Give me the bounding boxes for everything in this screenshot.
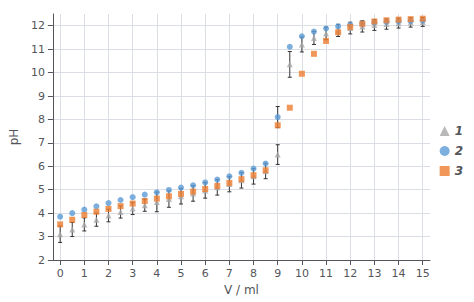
svg-text:3: 3 — [129, 267, 136, 280]
svg-text:11: 11 — [319, 267, 333, 280]
svg-text:8: 8 — [250, 267, 257, 280]
svg-text:V / ml: V / ml — [224, 283, 259, 297]
svg-text:12: 12 — [343, 267, 357, 280]
svg-text:6: 6 — [202, 267, 209, 280]
svg-text:1: 1 — [455, 124, 463, 138]
svg-text:10: 10 — [295, 267, 309, 280]
svg-text:4: 4 — [38, 207, 45, 220]
svg-text:5: 5 — [38, 183, 45, 196]
svg-text:3: 3 — [455, 164, 463, 178]
svg-text:6: 6 — [38, 160, 45, 173]
svg-text:13: 13 — [367, 267, 381, 280]
svg-text:9: 9 — [38, 90, 45, 103]
svg-text:2: 2 — [105, 267, 112, 280]
svg-text:4: 4 — [153, 267, 160, 280]
svg-text:7: 7 — [226, 267, 233, 280]
svg-text:2: 2 — [455, 144, 463, 158]
svg-text:7: 7 — [38, 136, 45, 149]
svg-text:pH: pH — [7, 129, 21, 146]
svg-text:15: 15 — [416, 267, 430, 280]
svg-text:1: 1 — [81, 267, 88, 280]
svg-text:2: 2 — [38, 254, 45, 267]
svg-text:11: 11 — [31, 43, 45, 56]
svg-text:12: 12 — [31, 19, 45, 32]
svg-text:9: 9 — [274, 267, 281, 280]
svg-text:0: 0 — [57, 267, 64, 280]
svg-text:3: 3 — [38, 230, 45, 243]
svg-text:10: 10 — [31, 66, 45, 79]
svg-text:5: 5 — [178, 267, 185, 280]
svg-text:8: 8 — [38, 113, 45, 126]
svg-text:14: 14 — [392, 267, 406, 280]
